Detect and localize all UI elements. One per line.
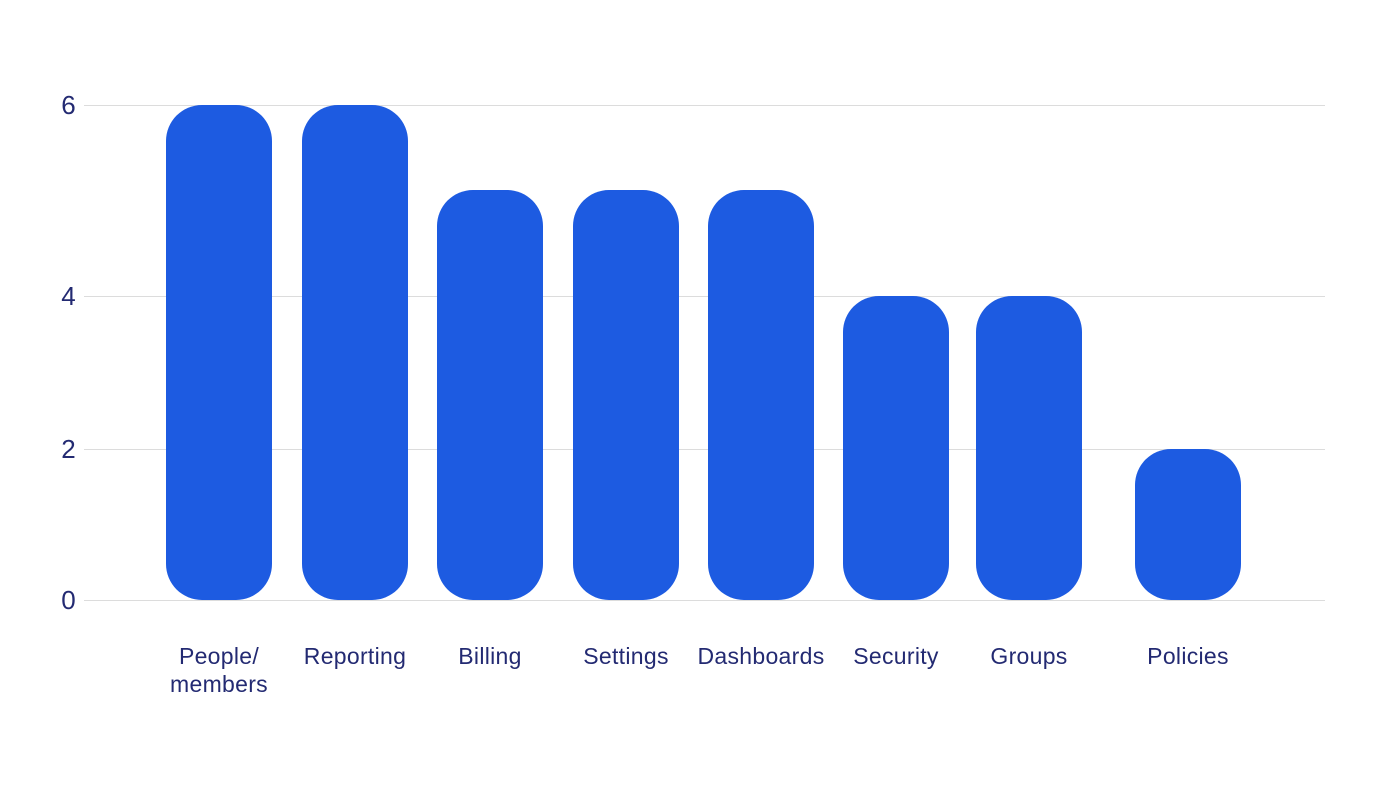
x-axis-label-dashboards: Dashboards [697, 643, 825, 669]
gridline-y-0 [84, 600, 1325, 601]
bar-reporting [302, 105, 408, 600]
bar-dashboards [708, 190, 814, 600]
y-tick-label-2: 2 [61, 434, 76, 464]
bar-billing [437, 190, 543, 600]
x-axis-label-settings: Settings [583, 643, 669, 669]
x-axis-label-reporting: Reporting [303, 643, 407, 669]
y-tick-label-6: 6 [61, 90, 76, 120]
y-tick-label-4: 4 [61, 281, 76, 311]
gridline-y-6 [84, 105, 1325, 106]
bar-security [843, 296, 949, 600]
x-axis-label-security: Security [853, 643, 939, 669]
x-axis-label-policies: Policies [1147, 643, 1229, 669]
x-axis-label-people-members: People/ members [170, 643, 268, 697]
x-axis-label-groups: Groups [990, 643, 1068, 669]
bar-groups [976, 296, 1082, 600]
bar-people-members [166, 105, 272, 600]
gridline-y-2 [84, 449, 1325, 450]
bar-settings [573, 190, 679, 600]
bar-policies [1135, 449, 1241, 600]
x-axis-label-billing: Billing [458, 643, 522, 669]
y-tick-label-0: 0 [61, 585, 76, 615]
gridline-y-4 [84, 296, 1325, 297]
